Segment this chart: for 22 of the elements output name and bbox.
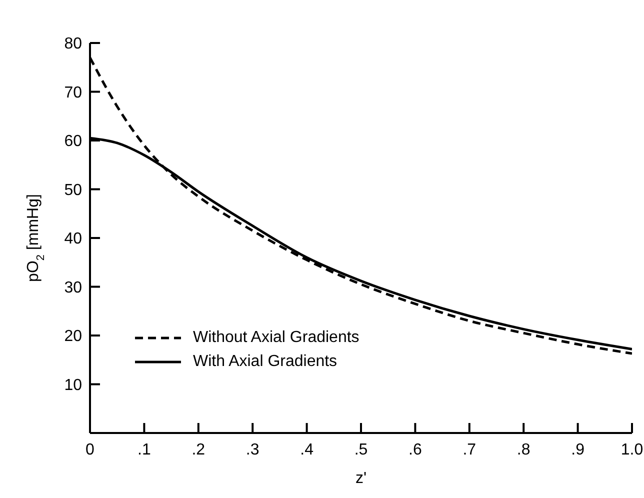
x-tick-label: .4 [300, 441, 314, 458]
x-tick-label: .7 [462, 441, 476, 458]
y-tick-label: 50 [64, 182, 82, 199]
x-tick-label: .1 [138, 441, 151, 458]
x-tick-label: .3 [246, 441, 260, 458]
x-tick-label: .9 [571, 441, 585, 458]
x-tick-label: 0 [86, 441, 95, 458]
y-tick-label: 80 [64, 36, 82, 53]
y-tick-label: 20 [64, 328, 82, 346]
y-tick-label: 40 [64, 230, 82, 248]
y-tick-label: 10 [64, 376, 82, 394]
x-tick-label: .6 [408, 441, 422, 458]
y-tick-label: 30 [64, 279, 82, 296]
x-axis-title: z' [355, 470, 367, 487]
legend-label: Without Axial Gradients [193, 329, 360, 347]
x-tick-label: .5 [354, 441, 368, 458]
x-tick-label: .8 [516, 441, 530, 458]
x-tick-label: .2 [192, 441, 206, 458]
x-tick-label: 1.0 [620, 441, 644, 458]
y-tick-label: 70 [64, 84, 82, 102]
legend-label: With Axial Gradients [193, 353, 338, 371]
y-tick-label: 60 [64, 133, 82, 150]
